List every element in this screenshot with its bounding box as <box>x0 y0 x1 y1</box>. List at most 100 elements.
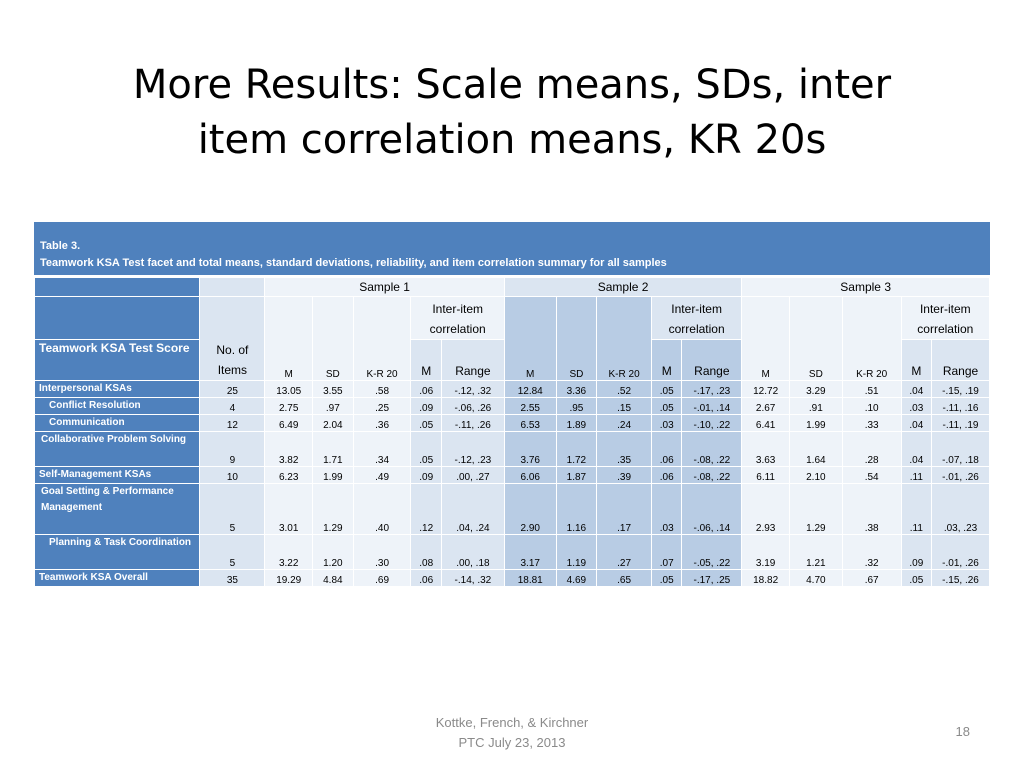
s1-kr-header: K-R 20 <box>352 296 412 381</box>
s1-range-header: Range <box>440 339 505 381</box>
s3-inter-m-cell: .03 <box>900 397 933 415</box>
s1-range-cell: -.14, .32 <box>440 569 505 587</box>
s2-inter-m-cell: .06 <box>650 466 683 484</box>
s1-sd-cell: 2.04 <box>312 414 354 432</box>
s2-kr20-cell: .17 <box>596 483 652 535</box>
s2-m-cell: 6.06 <box>503 466 557 484</box>
no-items-cell: 4 <box>199 397 266 415</box>
s2-inter-m-cell: .05 <box>650 569 683 587</box>
s3-inter-m-cell: .04 <box>900 431 933 467</box>
s1-inter-m-cell: .05 <box>410 431 442 467</box>
s2-inter-m-cell: .07 <box>650 534 683 570</box>
s2-m-cell: 2.90 <box>503 483 557 535</box>
no-items-cell: 25 <box>199 380 266 398</box>
s2-range-cell: -.10, .22 <box>681 414 743 432</box>
table-row: Collaborative Problem Solving 9 3.82 1.71.3… <box>33 431 990 467</box>
sample-1-header: Sample 1 <box>264 277 505 297</box>
s3-m-header: M <box>741 296 790 381</box>
s3-kr20-cell: .32 <box>841 534 902 570</box>
s3-m-cell: 2.93 <box>741 483 790 535</box>
s1-m-header: M <box>264 296 314 381</box>
footer-date: PTC July 23, 2013 <box>458 735 566 750</box>
s3-range-cell: -.01, .26 <box>931 466 990 484</box>
s1-inter-item-header: Inter-item correlation <box>410 296 505 340</box>
table-row: Self-Management KSAs 10 6.23 1.99.49.09.00,… <box>33 466 990 484</box>
s3-inter-m-cell: .09 <box>900 534 933 570</box>
s2-sd-cell: .95 <box>555 397 598 415</box>
sample-header-row: Sample 1 Sample 2 Sample 3 <box>33 277 990 297</box>
row-label: Planning & Task Coordination <box>33 534 201 570</box>
inter-item-header-row: No. of Items M SD K-R 20 Inter-item corr… <box>33 296 991 381</box>
s1-inter-m-cell: .06 <box>410 569 442 587</box>
s3-range-cell: -.11, .16 <box>931 397 990 415</box>
header-blank-cell <box>33 277 201 297</box>
table-row: Planning & Task Coordination 5 3.22 1.20.30… <box>33 534 990 570</box>
s1-inter-m-header: M <box>410 339 442 381</box>
no-items-cell: 5 <box>199 483 266 535</box>
slide-title: More Results: Scale means, SDs, inter it… <box>40 58 984 168</box>
s1-kr20-cell: .25 <box>352 397 412 415</box>
s1-m-cell: 19.29 <box>264 569 314 587</box>
s1-range-cell: -.11, .26 <box>440 414 505 432</box>
s1-range-cell: .04, .24 <box>440 483 505 535</box>
s2-sd-cell: 1.19 <box>555 534 598 570</box>
table-caption-label: Table 3. <box>40 240 81 252</box>
no-items-cell: 35 <box>199 569 266 587</box>
s1-kr20-cell: .40 <box>352 483 412 535</box>
s1-sd-cell: .97 <box>312 397 354 415</box>
no-items-header: No. of Items <box>199 296 266 381</box>
no-items-cell: 10 <box>199 466 266 484</box>
s2-sd-cell: 4.69 <box>555 569 598 587</box>
s1-kr20-cell: .69 <box>352 569 412 587</box>
row-label: Self-Management KSAs <box>33 466 201 484</box>
row-label: Teamwork KSA Overall <box>33 569 201 587</box>
s1-range-cell: .00, .27 <box>440 466 505 484</box>
s2-kr20-cell: .39 <box>596 466 652 484</box>
s1-m-cell: 3.22 <box>264 534 314 570</box>
s2-range-cell: -.17, .23 <box>681 380 743 398</box>
s3-inter-m-cell: .04 <box>900 414 933 432</box>
s1-m-cell: 6.23 <box>264 466 314 484</box>
s2-inter-m-cell: .06 <box>650 431 683 467</box>
s3-m-cell: 18.82 <box>741 569 790 587</box>
s3-inter-m-cell: .04 <box>900 380 933 398</box>
s3-sd-cell: .91 <box>788 397 843 415</box>
s2-m-header: M <box>503 296 557 381</box>
s3-range-cell: -.15, .19 <box>931 380 990 398</box>
row-label: Interpersonal KSAs <box>33 380 201 398</box>
s2-sd-cell: 1.87 <box>555 466 598 484</box>
s3-m-cell: 6.41 <box>741 414 790 432</box>
s2-range-header: Range <box>681 339 743 381</box>
s2-inter-m-header: M <box>650 339 683 381</box>
row-label: Goal Setting & Performance Management <box>33 483 201 535</box>
s3-m-cell: 3.63 <box>741 431 790 467</box>
s1-kr20-cell: .36 <box>352 414 412 432</box>
s1-inter-m-cell: .06 <box>410 380 442 398</box>
header-blank-cell <box>199 277 266 297</box>
s1-m-cell: 2.75 <box>264 397 314 415</box>
table-row: Interpersonal KSAs 25 13.05 3.55.58.06 -.12,… <box>33 380 990 398</box>
no-items-cell: 12 <box>199 414 266 432</box>
s3-range-cell: .03, .23 <box>931 483 990 535</box>
s2-sd-cell: 3.36 <box>555 380 598 398</box>
s3-range-cell: -.01, .26 <box>931 534 990 570</box>
s1-m-cell: 3.82 <box>264 431 314 467</box>
s1-inter-m-cell: .09 <box>410 466 442 484</box>
s2-sd-cell: 1.72 <box>555 431 598 467</box>
s1-sd-cell: 1.29 <box>312 483 354 535</box>
s2-range-cell: -.17, .25 <box>681 569 743 587</box>
row-label: Communication <box>33 414 201 432</box>
no-items-cell: 9 <box>199 431 266 467</box>
s2-range-cell: -.08, .22 <box>681 466 743 484</box>
s3-sd-cell: 4.70 <box>788 569 843 587</box>
s2-sd-header: SD <box>555 296 598 381</box>
s3-kr20-cell: .28 <box>841 431 902 467</box>
s2-m-cell: 3.17 <box>503 534 557 570</box>
s3-inter-m-cell: .11 <box>900 466 933 484</box>
table-row: Teamwork KSA Overall 35 19.29 4.84.69.06 -.1… <box>33 569 990 587</box>
s2-m-cell: 12.84 <box>503 380 557 398</box>
s3-kr20-cell: .38 <box>841 483 902 535</box>
s3-kr20-cell: .54 <box>841 466 902 484</box>
table-row: Goal Setting & Performance Management 5 3.… <box>33 483 990 535</box>
s3-m-cell: 12.72 <box>741 380 790 398</box>
